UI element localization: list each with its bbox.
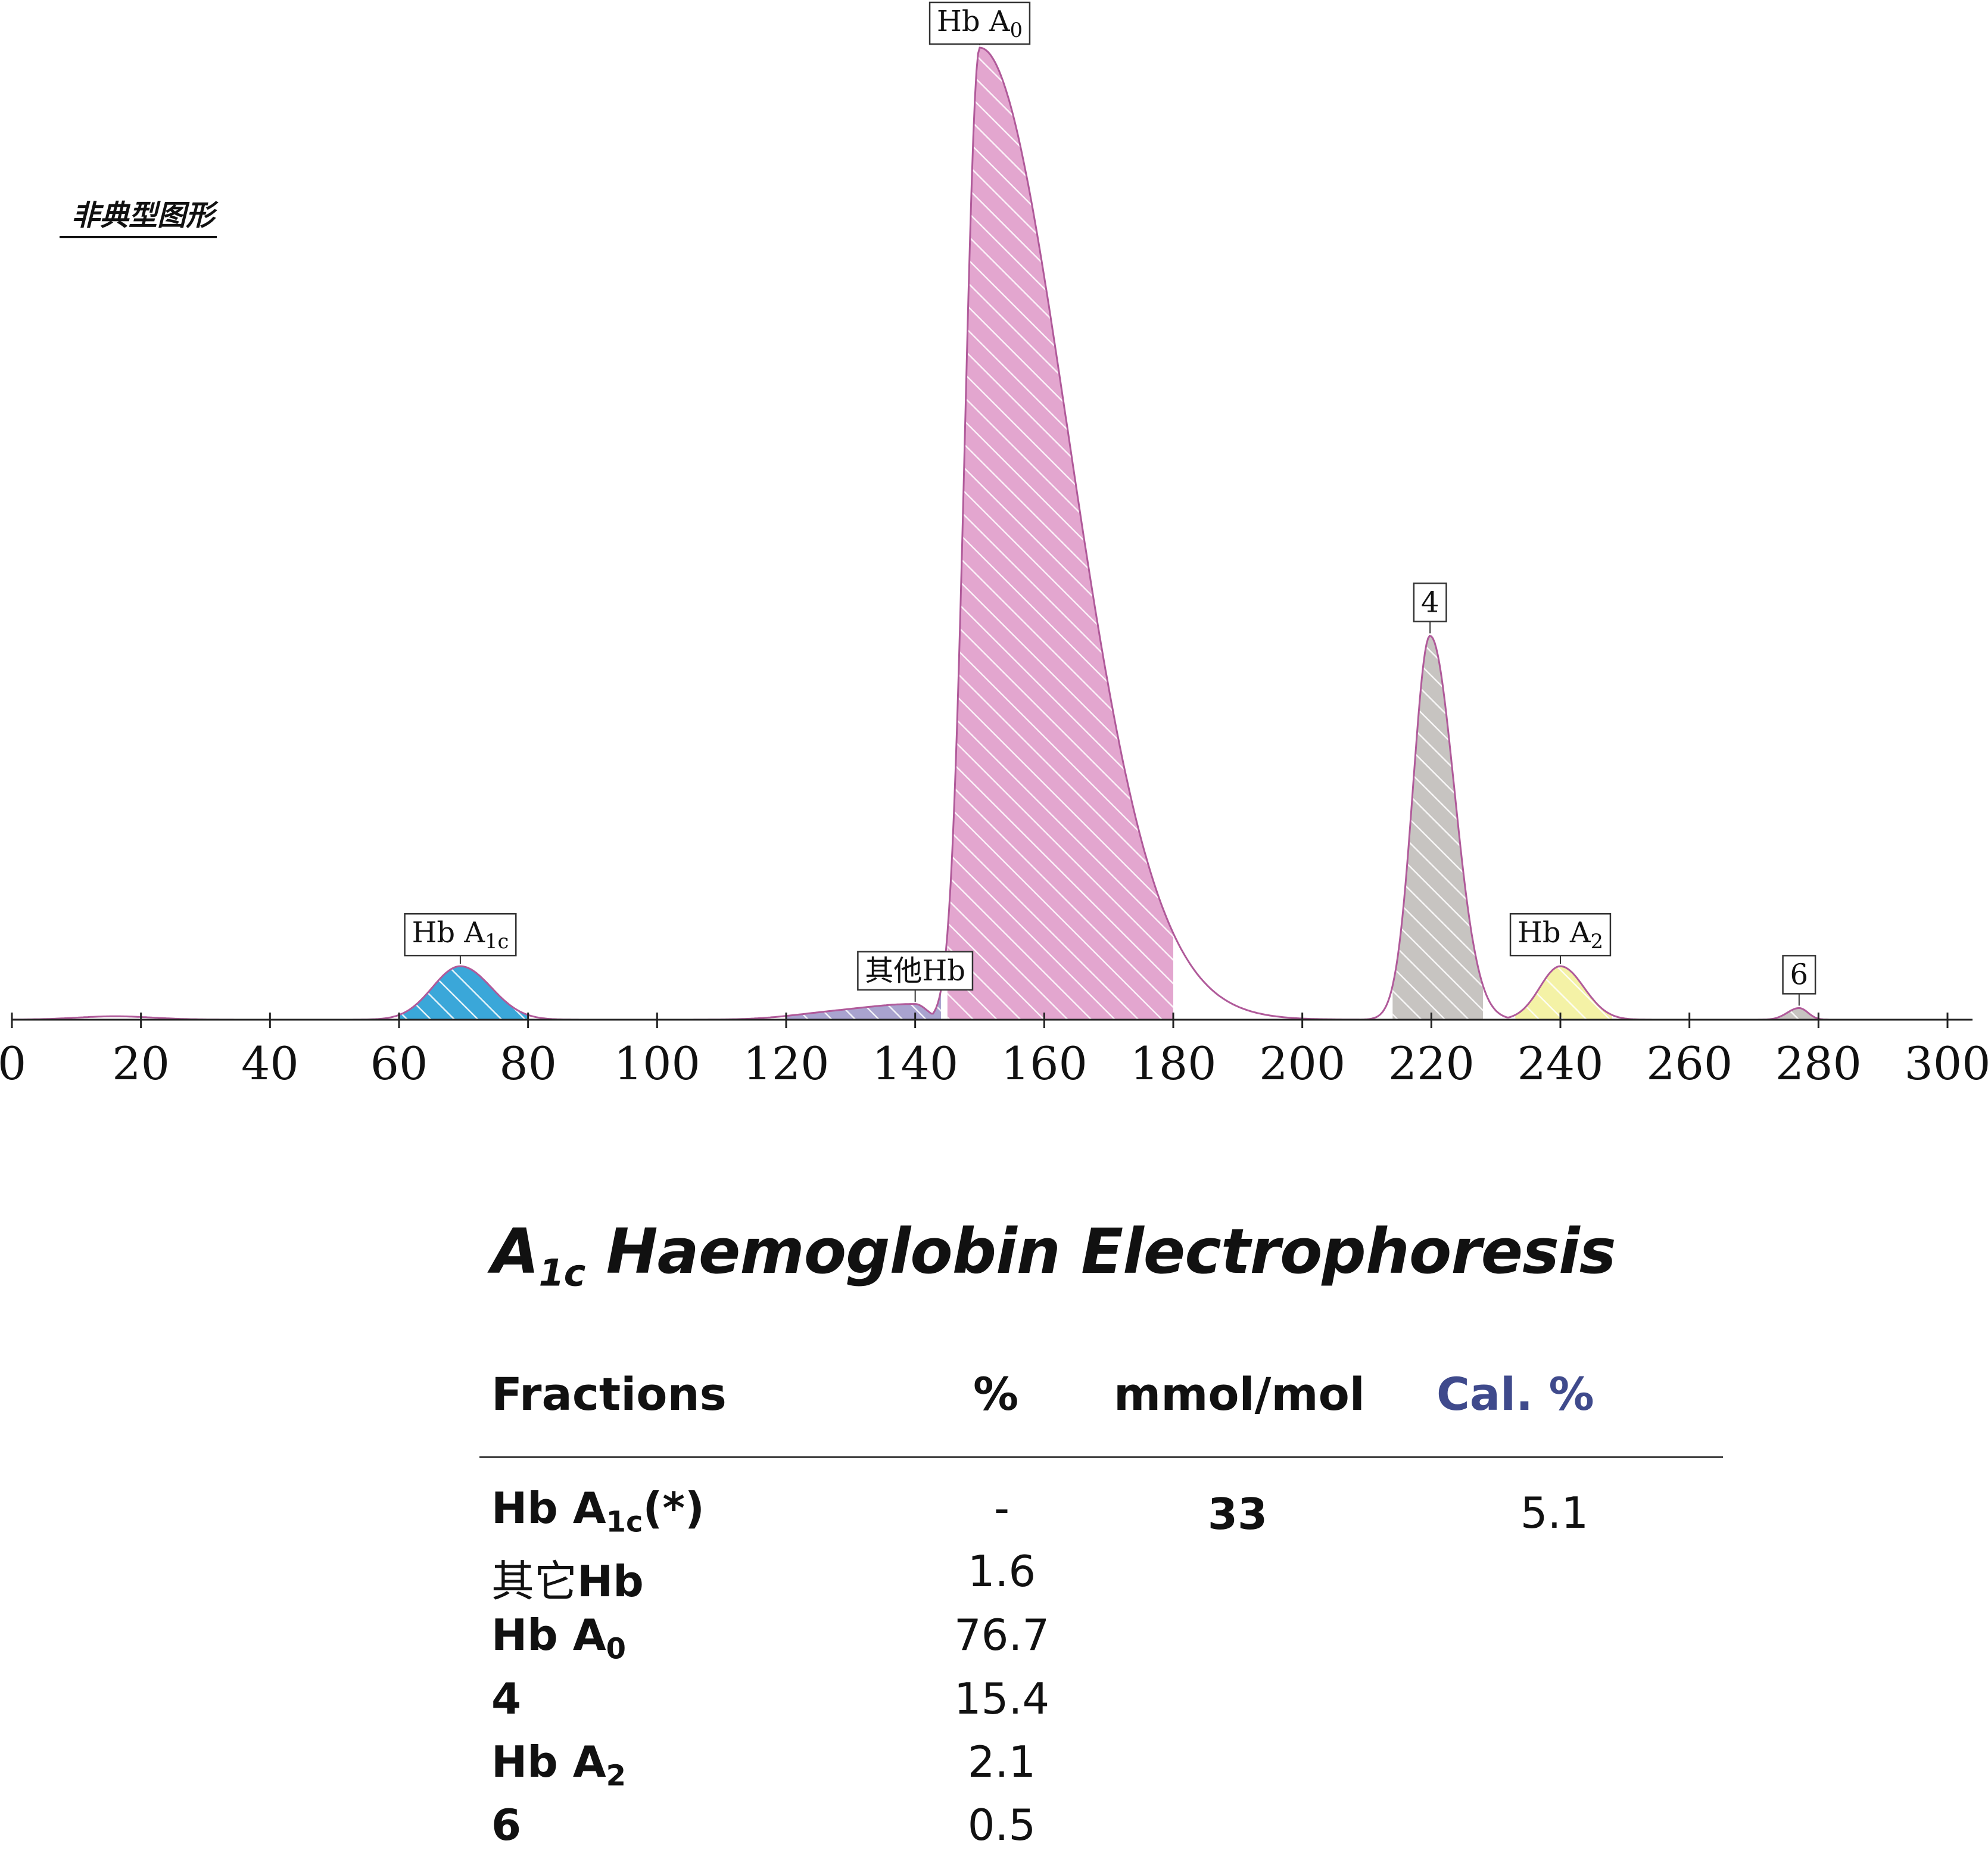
- peak-label-5: 6: [1782, 955, 1816, 1006]
- atypical-pattern-note: 非典型图形: [60, 192, 217, 238]
- fraction-name: 4: [491, 1674, 521, 1724]
- title-main: A: [491, 1215, 539, 1288]
- fraction-percent: 2.1: [967, 1737, 1036, 1787]
- x-tick-label-220: 220: [1388, 1037, 1475, 1090]
- fraction-percent: 0.5: [967, 1800, 1036, 1850]
- fraction-name-main: 6: [491, 1800, 522, 1850]
- fraction-percent: -: [994, 1483, 1009, 1533]
- title-rest: Haemoglobin Electrophoresis: [585, 1215, 1616, 1288]
- x-axis: 0 20 40 60 80 100 120 140 160 180 200 220 240 260 280 3…: [0, 1013, 1988, 1090]
- peak-label-4: Hb A2: [1509, 912, 1612, 964]
- peak-label-text-2: Hb A0: [937, 5, 1023, 42]
- fraction-name-suffix: (*): [643, 1483, 705, 1533]
- fraction-name: 其它Hb: [491, 1546, 644, 1609]
- peak-label-text-3: 4: [1421, 585, 1439, 619]
- peak-hatch-3: [1392, 636, 1483, 1020]
- fraction-percent: 1.6: [967, 1546, 1036, 1596]
- x-tick-label-60: 60: [370, 1037, 428, 1090]
- peak-hatch-5: [1773, 1008, 1819, 1020]
- fraction-mmol: 33: [1207, 1489, 1268, 1539]
- fraction-name-cjk: 其它: [491, 1556, 578, 1606]
- header-percent: %: [973, 1368, 1019, 1421]
- fraction-name-subscript: 2: [606, 1759, 626, 1793]
- fraction-percent: 76.7: [954, 1610, 1050, 1660]
- fraction-cal-percent: 5.1: [1520, 1488, 1589, 1538]
- x-tick-label-0: 0: [0, 1037, 26, 1090]
- peak-label-text-4: Hb A2: [1518, 916, 1603, 953]
- fraction-name-subscript: 0: [606, 1632, 626, 1666]
- x-tick-label-100: 100: [614, 1037, 700, 1090]
- report-title: A1c Haemoglobin Electrophoresis: [491, 1215, 1616, 1295]
- fraction-name-main: Hb A: [491, 1610, 606, 1660]
- fraction-name-main: Hb A: [491, 1737, 606, 1787]
- peak-hatch-2: [947, 48, 1173, 1020]
- peak-label-2: Hb A0: [928, 1, 1031, 45]
- peak-label-box-5: [1782, 955, 1816, 995]
- header-divider: [479, 1456, 1723, 1458]
- x-tick-label-20: 20: [112, 1037, 170, 1090]
- peak-label-box-2: [928, 1, 1031, 45]
- peak-hatch-0: [399, 966, 528, 1020]
- x-tick-label-120: 120: [743, 1037, 829, 1090]
- header-fractions: Fractions: [491, 1368, 727, 1421]
- x-tick-label-240: 240: [1517, 1037, 1603, 1090]
- x-tick-label-80: 80: [499, 1037, 557, 1090]
- fraction-name: 6: [491, 1800, 521, 1850]
- peak-label-3: 4: [1413, 583, 1447, 634]
- peak-label-text-1: 其他Hb: [865, 954, 965, 988]
- x-tick-label-40: 40: [241, 1037, 299, 1090]
- x-tick-label-200: 200: [1259, 1037, 1345, 1090]
- fraction-name: Hb A0: [491, 1610, 626, 1665]
- fraction-name: Hb A1c(*): [491, 1483, 705, 1538]
- header-mmol: mmol/mol: [1114, 1368, 1365, 1421]
- fraction-name-subscript: 1c: [606, 1505, 643, 1539]
- peak-label-0: Hb A1c: [404, 912, 517, 964]
- peak-label-box-4: [1509, 912, 1612, 957]
- fraction-name-main: 4: [491, 1674, 522, 1724]
- x-tick-label-280: 280: [1775, 1037, 1862, 1090]
- x-tick-label-300: 300: [1904, 1037, 1988, 1090]
- fraction-name-main: Hb: [577, 1556, 644, 1606]
- peak-label-text-0: Hb A1c: [412, 916, 509, 953]
- electrophoresis-chart: 0 20 40 60 80 100 120 140 160 180 200 220 240 260 280 3…: [0, 1, 1988, 1090]
- x-tick-label-180: 180: [1130, 1037, 1216, 1090]
- x-tick-label-140: 140: [872, 1037, 958, 1090]
- x-tick-label-260: 260: [1646, 1037, 1733, 1090]
- x-tick-label-160: 160: [1001, 1037, 1088, 1090]
- title-subscript: 1c: [538, 1251, 586, 1295]
- header-cal-percent: Cal. %: [1437, 1368, 1594, 1421]
- peak-label-box-1: [857, 951, 974, 991]
- peak-label-text-5: 6: [1790, 958, 1809, 991]
- fraction-percent: 15.4: [954, 1674, 1050, 1724]
- fraction-name-main: Hb A: [491, 1483, 606, 1533]
- fraction-name: Hb A2: [491, 1737, 626, 1792]
- peak-label-1: 其他Hb: [857, 951, 974, 1002]
- peak-hatch-4: [1515, 966, 1612, 1020]
